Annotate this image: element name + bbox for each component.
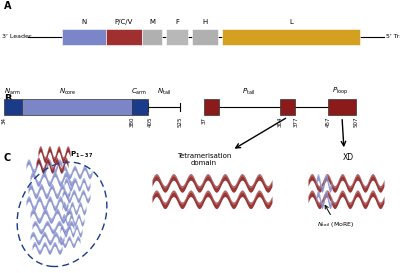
Text: F: F: [175, 19, 179, 25]
Text: $N_{\rm tail}$: $N_{\rm tail}$: [157, 87, 171, 97]
Text: 405: 405: [148, 117, 152, 127]
Bar: [62, 29, 106, 45]
Text: $C_{\rm arm}$: $C_{\rm arm}$: [131, 87, 147, 97]
Text: C: C: [4, 153, 11, 163]
Text: H: H: [202, 19, 208, 25]
Text: L: L: [289, 19, 293, 25]
Text: $P_{\rm loop}$: $P_{\rm loop}$: [332, 85, 349, 97]
Bar: [204, 99, 219, 115]
Text: 377: 377: [294, 117, 298, 127]
Text: P/C/V: P/C/V: [115, 19, 133, 25]
Text: M: M: [149, 19, 155, 25]
Text: 457: 457: [326, 117, 330, 127]
Text: 304: 304: [278, 117, 282, 127]
Text: 3' Leader: 3' Leader: [2, 34, 32, 39]
Text: $N_{\rm core}$: $N_{\rm core}$: [59, 87, 77, 97]
Text: 525: 525: [178, 117, 182, 127]
Text: 507: 507: [354, 117, 358, 127]
Bar: [106, 29, 142, 45]
Bar: [328, 99, 356, 115]
Text: B: B: [4, 94, 11, 104]
Text: A: A: [4, 1, 12, 11]
Text: 380: 380: [130, 117, 134, 127]
Bar: [4, 99, 22, 115]
Text: $N_{\rm tail}$ (MoRE): $N_{\rm tail}$ (MoRE): [317, 205, 355, 229]
Text: $P_{\rm tail}$: $P_{\rm tail}$: [242, 87, 256, 97]
Bar: [192, 29, 218, 45]
Text: $\mathbf{P_{1-37}}$: $\mathbf{P_{1-37}}$: [70, 150, 93, 160]
Text: 5' Trailer: 5' Trailer: [386, 34, 400, 39]
Text: N: N: [81, 19, 87, 25]
Bar: [222, 29, 360, 45]
Text: 37: 37: [202, 117, 206, 124]
Bar: [22, 99, 132, 115]
Text: 34: 34: [2, 117, 6, 124]
Text: XD: XD: [342, 153, 354, 162]
Bar: [280, 99, 295, 115]
Text: $N_{\rm arm}$: $N_{\rm arm}$: [4, 87, 21, 97]
Bar: [166, 29, 188, 45]
Text: Tetramerisation
domain: Tetramerisation domain: [177, 153, 231, 166]
Bar: [142, 29, 162, 45]
Bar: [132, 99, 148, 115]
